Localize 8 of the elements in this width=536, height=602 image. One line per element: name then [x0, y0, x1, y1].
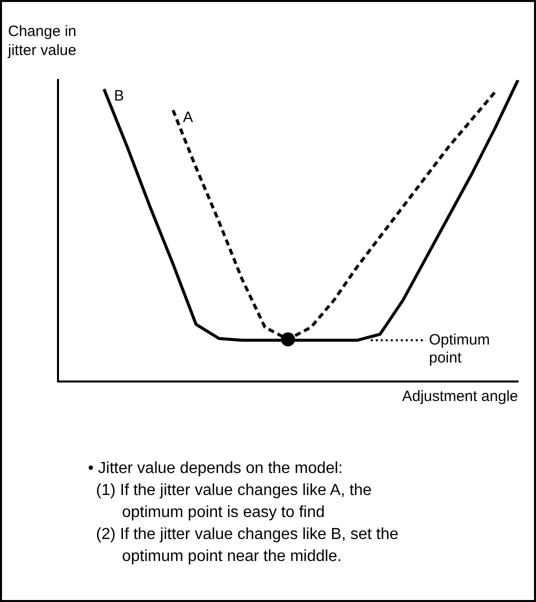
- y-axis-title: Change in jitter value: [8, 22, 78, 60]
- text: (1) If the jitter value changes like A, the optimum point is easy to find: [96, 481, 373, 523]
- annotation: Optimum point: [429, 331, 490, 366]
- x-axis-title: Adjustment angle: [402, 388, 518, 405]
- text: (2) If the jitter value changes like B, set the optimum point near the middle.: [96, 525, 400, 567]
- text: • Jitter value depends on the model:: [88, 459, 344, 479]
- series-label: A: [183, 108, 194, 126]
- series-label: B: [114, 88, 124, 105]
